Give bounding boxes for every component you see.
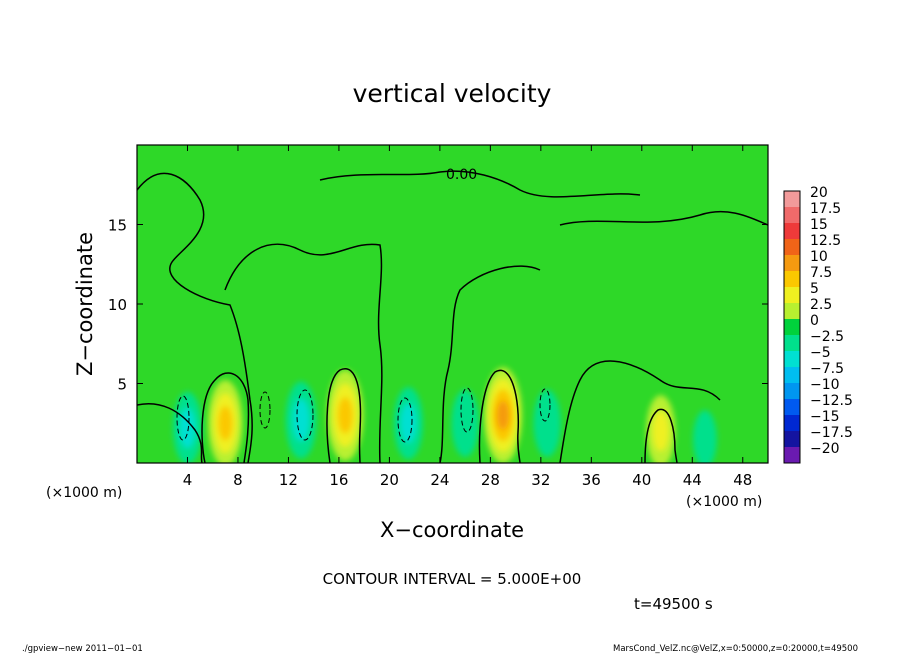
contour-interval-text: CONTOUR INTERVAL = 5.000E+00: [323, 570, 582, 588]
feature-level: [292, 398, 310, 442]
colorbar-swatch: [784, 191, 800, 207]
colorbar-swatch: [784, 255, 800, 271]
velocity-feature: [208, 380, 243, 463]
x-unit-left: (×1000 m): [46, 485, 122, 501]
feature-layer: [172, 367, 717, 463]
velocity-feature: [693, 410, 717, 463]
y-tick-label: 15: [108, 217, 127, 235]
x-tick-label: 16: [329, 471, 348, 489]
x-tick-label: 12: [279, 471, 298, 489]
velocity-feature: [172, 392, 202, 463]
zero-contour-lines: [137, 170, 768, 463]
x-unit-right: (×1000 m): [686, 494, 762, 510]
x-tick-label: 40: [632, 471, 651, 489]
velocity-feature: [483, 367, 522, 463]
feature-level: [533, 389, 561, 457]
colorbar-swatch: [784, 271, 800, 287]
x-tick-label: 8: [233, 471, 243, 489]
x-axis-label: X−coordinate: [380, 518, 524, 542]
colorbar-label: −5: [810, 345, 831, 361]
x-tick-label: 48: [733, 471, 752, 489]
colorbar-label: 15: [810, 217, 828, 233]
x-tick-label: 20: [380, 471, 399, 489]
velocity-feature: [451, 389, 479, 457]
colorbar-label: 5: [810, 281, 819, 297]
colorbar-label: 12.5: [810, 233, 841, 249]
velocity-feature: [285, 381, 317, 459]
footer-right: MarsCond_VelZ.nc@VelZ,x=0:50000,z=0:2000…: [613, 644, 858, 654]
feature-level: [338, 397, 353, 434]
feature-level: [218, 406, 233, 441]
colorbar-label: −12.5: [810, 393, 853, 409]
time-label: t=49500 s: [634, 595, 713, 613]
colorbar-swatch: [784, 207, 800, 223]
feature-level: [451, 389, 479, 457]
colorbar-label: −20: [810, 441, 840, 457]
y-axis-label: Z−coordinate: [73, 232, 97, 376]
feature-level: [652, 410, 669, 452]
colorbar-label: −17.5: [810, 425, 853, 441]
velocity-feature: [646, 395, 676, 463]
colorbar-label: 17.5: [810, 201, 841, 217]
colorbar-label: −2.5: [810, 329, 844, 345]
velocity-feature: [533, 389, 561, 457]
colorbar-swatch: [784, 431, 800, 447]
colorbar-frame: [783, 190, 801, 464]
feature-level: [400, 402, 417, 444]
colorbar-label: 10: [810, 249, 828, 265]
colorbar-swatch: [784, 415, 800, 431]
colorbar-swatch: [784, 239, 800, 255]
colorbar-swatch: [784, 447, 800, 463]
colorbar-swatch: [784, 319, 800, 335]
velocity-feature: [393, 387, 423, 460]
velocity-feature: [327, 369, 364, 461]
feature-level: [497, 400, 509, 430]
contour-value-label: 0.00: [446, 167, 477, 183]
x-tick-label: 4: [183, 471, 193, 489]
colorbar-swatch: [784, 367, 800, 383]
colorbar-swatch: [784, 383, 800, 399]
colorbar-label: 7.5: [810, 265, 832, 281]
x-tick-label: 24: [430, 471, 449, 489]
chart-title: vertical velocity: [353, 79, 552, 108]
y-tick-label: 5: [117, 376, 127, 394]
colorbar: 2017.51512.5107.552.50−2.5−5−7.5−10−12.5…: [783, 185, 853, 464]
colorbar-swatch: [784, 351, 800, 367]
y-tick-label: 10: [108, 296, 127, 314]
colorbar-swatch: [784, 335, 800, 351]
plot-area: [137, 145, 768, 463]
colorbar-label: −7.5: [810, 361, 844, 377]
colorbar-label: 2.5: [810, 297, 832, 313]
colorbar-label: 0: [810, 313, 819, 329]
x-tick-label: 32: [531, 471, 550, 489]
colorbar-label: −15: [810, 409, 840, 425]
x-tick-label: 44: [683, 471, 702, 489]
colorbar-swatch: [784, 287, 800, 303]
colorbar-label: −10: [810, 377, 840, 393]
colorbar-swatch: [784, 303, 800, 319]
colorbar-label: 20: [810, 185, 828, 201]
colorbar-swatch: [784, 399, 800, 415]
x-tick-label: 36: [582, 471, 601, 489]
negative-contour-lines: [176, 387, 551, 443]
x-tick-label: 28: [481, 471, 500, 489]
colorbar-swatch: [784, 223, 800, 239]
feature-level: [693, 410, 717, 463]
footer-left: ./gpview−new 2011−01−01: [22, 644, 143, 654]
